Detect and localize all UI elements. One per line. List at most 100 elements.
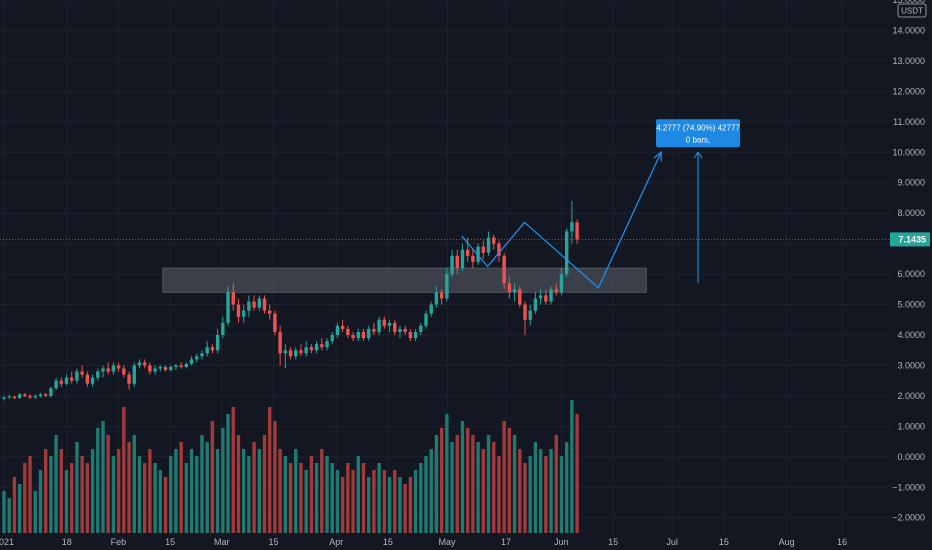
currency-unit-badge: USDT — [897, 3, 927, 18]
volume-bar — [12, 477, 17, 533]
x-tick-label: Jun — [554, 537, 569, 547]
volume-bar — [575, 414, 579, 533]
candle-body — [106, 368, 110, 372]
current-price-badge — [890, 232, 930, 247]
volume-bar — [205, 442, 209, 533]
candle-body — [268, 310, 272, 314]
volume-bar — [200, 435, 204, 533]
candle-body — [356, 331, 360, 339]
candle-body — [210, 347, 215, 351]
volume-bar — [221, 428, 225, 533]
candle-body — [273, 313, 277, 332]
candle-body — [174, 365, 178, 367]
candle-body — [226, 292, 230, 323]
volume-bar — [247, 456, 251, 533]
candle-body — [497, 243, 501, 256]
candle-body — [445, 274, 449, 299]
candle-body — [43, 394, 48, 396]
y-axis[interactable]: 15.0000 14.0000 13.0000 12.0000 11.0000 10.00… — [890, 0, 930, 523]
measure-arrowhead — [693, 151, 703, 159]
candle-body — [283, 350, 288, 354]
candle-body — [101, 368, 105, 372]
volume-bar — [85, 463, 90, 533]
volume-bar — [278, 449, 282, 533]
volume-bar — [335, 470, 340, 533]
volume-bar — [80, 456, 84, 533]
candle-body — [528, 310, 532, 320]
candle-body — [23, 394, 27, 396]
volume-bar — [460, 421, 465, 533]
volume-bar — [330, 463, 334, 533]
volume-bar — [518, 449, 522, 533]
candle-body — [387, 322, 392, 326]
x-tick-label: 15 — [608, 537, 618, 547]
candle-body — [85, 374, 90, 384]
volume-bar — [231, 407, 235, 533]
x-tick-label: 15 — [383, 537, 393, 547]
candle-body — [314, 344, 319, 351]
volume-bar — [132, 435, 136, 533]
volume-bar — [512, 435, 517, 533]
volume-bar — [471, 435, 475, 533]
volume-bar — [398, 477, 402, 533]
candle-body — [413, 331, 418, 339]
volume-bar — [184, 463, 189, 533]
x-tick-label: Feb — [111, 537, 127, 547]
y-tick-label: 6.0000 — [897, 269, 925, 279]
volume-bar — [169, 456, 173, 533]
volume-bar — [450, 442, 454, 533]
volume-bar — [90, 449, 95, 533]
x-axis[interactable]: 2021 18 Feb 15 Mar 15 Apr 15 May 17 Jun 15 Jul 15 Aug 1… — [0, 537, 847, 547]
volume-bar — [314, 463, 319, 533]
candle-body — [158, 366, 162, 369]
candle-body — [403, 328, 407, 332]
candle-body — [476, 246, 480, 262]
measure-label-line1: 4.2777 (74.90%) 42777 — [656, 123, 740, 132]
candle-body — [75, 371, 79, 381]
measure-label-line2: 0 bars, — [686, 135, 710, 144]
candle-body — [471, 255, 475, 262]
candle-body — [434, 292, 439, 305]
candle-body — [252, 301, 256, 308]
candle-body — [59, 380, 64, 384]
support-zone-rect[interactable] — [162, 267, 647, 293]
volume-bar — [528, 456, 532, 533]
volume-bar — [28, 456, 32, 533]
volume-bar — [283, 456, 288, 533]
candle-body — [507, 283, 512, 293]
volume-bar — [2, 491, 6, 533]
y-tick-label: 4.0000 — [897, 330, 925, 340]
volume-bar — [49, 456, 53, 533]
volume-bar — [570, 400, 574, 533]
candle-body — [502, 255, 506, 284]
volume-bar — [153, 463, 157, 533]
candle-body — [340, 325, 345, 329]
volume-bar — [226, 414, 230, 533]
candle-body — [215, 335, 220, 351]
volume-bar — [210, 421, 215, 533]
projection-layer: 4.2777 (74.90%) 42777 0 bars, — [461, 119, 740, 289]
y-tick-label: 12.0000 — [892, 86, 925, 96]
current-price-label: 7.1435 — [898, 234, 926, 244]
candle-body — [200, 353, 204, 357]
y-tick-label: 2.0000 — [897, 391, 925, 401]
volume-bar — [179, 442, 183, 533]
candle-body — [393, 322, 397, 332]
candle-body — [382, 319, 387, 326]
volume-bar — [455, 435, 459, 533]
volume-bar — [163, 477, 168, 533]
support-zone-layer — [162, 267, 647, 293]
y-tick-label: 9.0000 — [897, 178, 925, 188]
volume-bar — [486, 435, 491, 533]
candle-body — [424, 313, 428, 326]
volume-bar — [538, 449, 543, 533]
candle-body — [309, 347, 314, 351]
volume-bar — [434, 435, 439, 533]
candle-body — [570, 222, 574, 232]
candle-body — [96, 371, 100, 378]
volume-bar — [393, 470, 397, 533]
candle-body — [17, 394, 22, 399]
candle-body — [538, 295, 543, 299]
candle-body — [559, 274, 564, 293]
projection-path-line[interactable] — [461, 152, 662, 289]
